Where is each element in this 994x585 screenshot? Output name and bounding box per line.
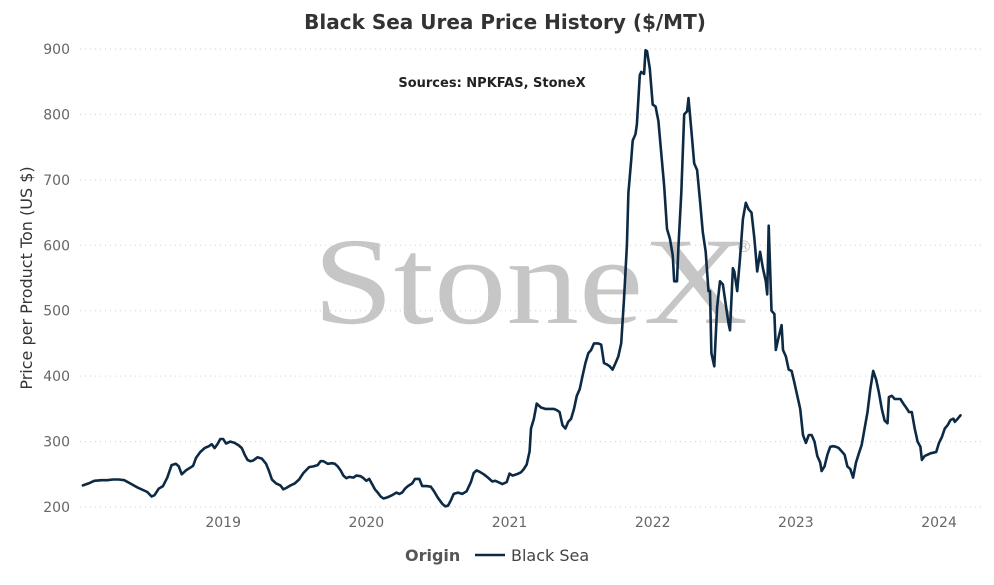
legend[interactable]: Origin Black Sea — [405, 546, 589, 565]
series-layer — [81, 49, 962, 508]
x-tick-label-2024: 2024 — [921, 515, 957, 531]
x-tick-label-2021: 2021 — [492, 515, 528, 531]
chart-subtitle: Sources: NPKFAS, StoneX — [398, 76, 585, 91]
legend-title: Origin — [405, 546, 460, 565]
legend-item-black-sea[interactable]: Black Sea — [511, 546, 589, 565]
y-tick-label-200: 200 — [43, 500, 70, 516]
x-tick-labels: 2019 2020 2021 2022 2023 2024 — [205, 515, 957, 531]
y-tick-label-600: 600 — [43, 238, 70, 254]
y-tick-labels: 200 300 400 500 600 700 800 900 — [43, 42, 70, 516]
y-tick-label-500: 500 — [43, 304, 70, 320]
x-tick-label-2023: 2023 — [778, 515, 814, 531]
series-line-black-sea[interactable] — [81, 49, 962, 508]
y-axis-label: Price per Product Ton (US $) — [17, 166, 36, 389]
y-tick-label-700: 700 — [43, 173, 70, 189]
watermark-registered-mark: ® — [736, 237, 752, 256]
x-tick-label-2020: 2020 — [349, 515, 385, 531]
y-tick-label-400: 400 — [43, 369, 70, 385]
watermark: StoneX ® — [313, 213, 752, 350]
watermark-text: StoneX — [313, 213, 748, 350]
x-tick-label-2022: 2022 — [635, 515, 671, 531]
y-tick-label-900: 900 — [43, 42, 70, 58]
y-tick-label-800: 800 — [43, 107, 70, 123]
chart-title: Black Sea Urea Price History ($/MT) — [304, 10, 706, 34]
y-tick-label-300: 300 — [43, 435, 70, 451]
x-tick-label-2019: 2019 — [205, 515, 241, 531]
